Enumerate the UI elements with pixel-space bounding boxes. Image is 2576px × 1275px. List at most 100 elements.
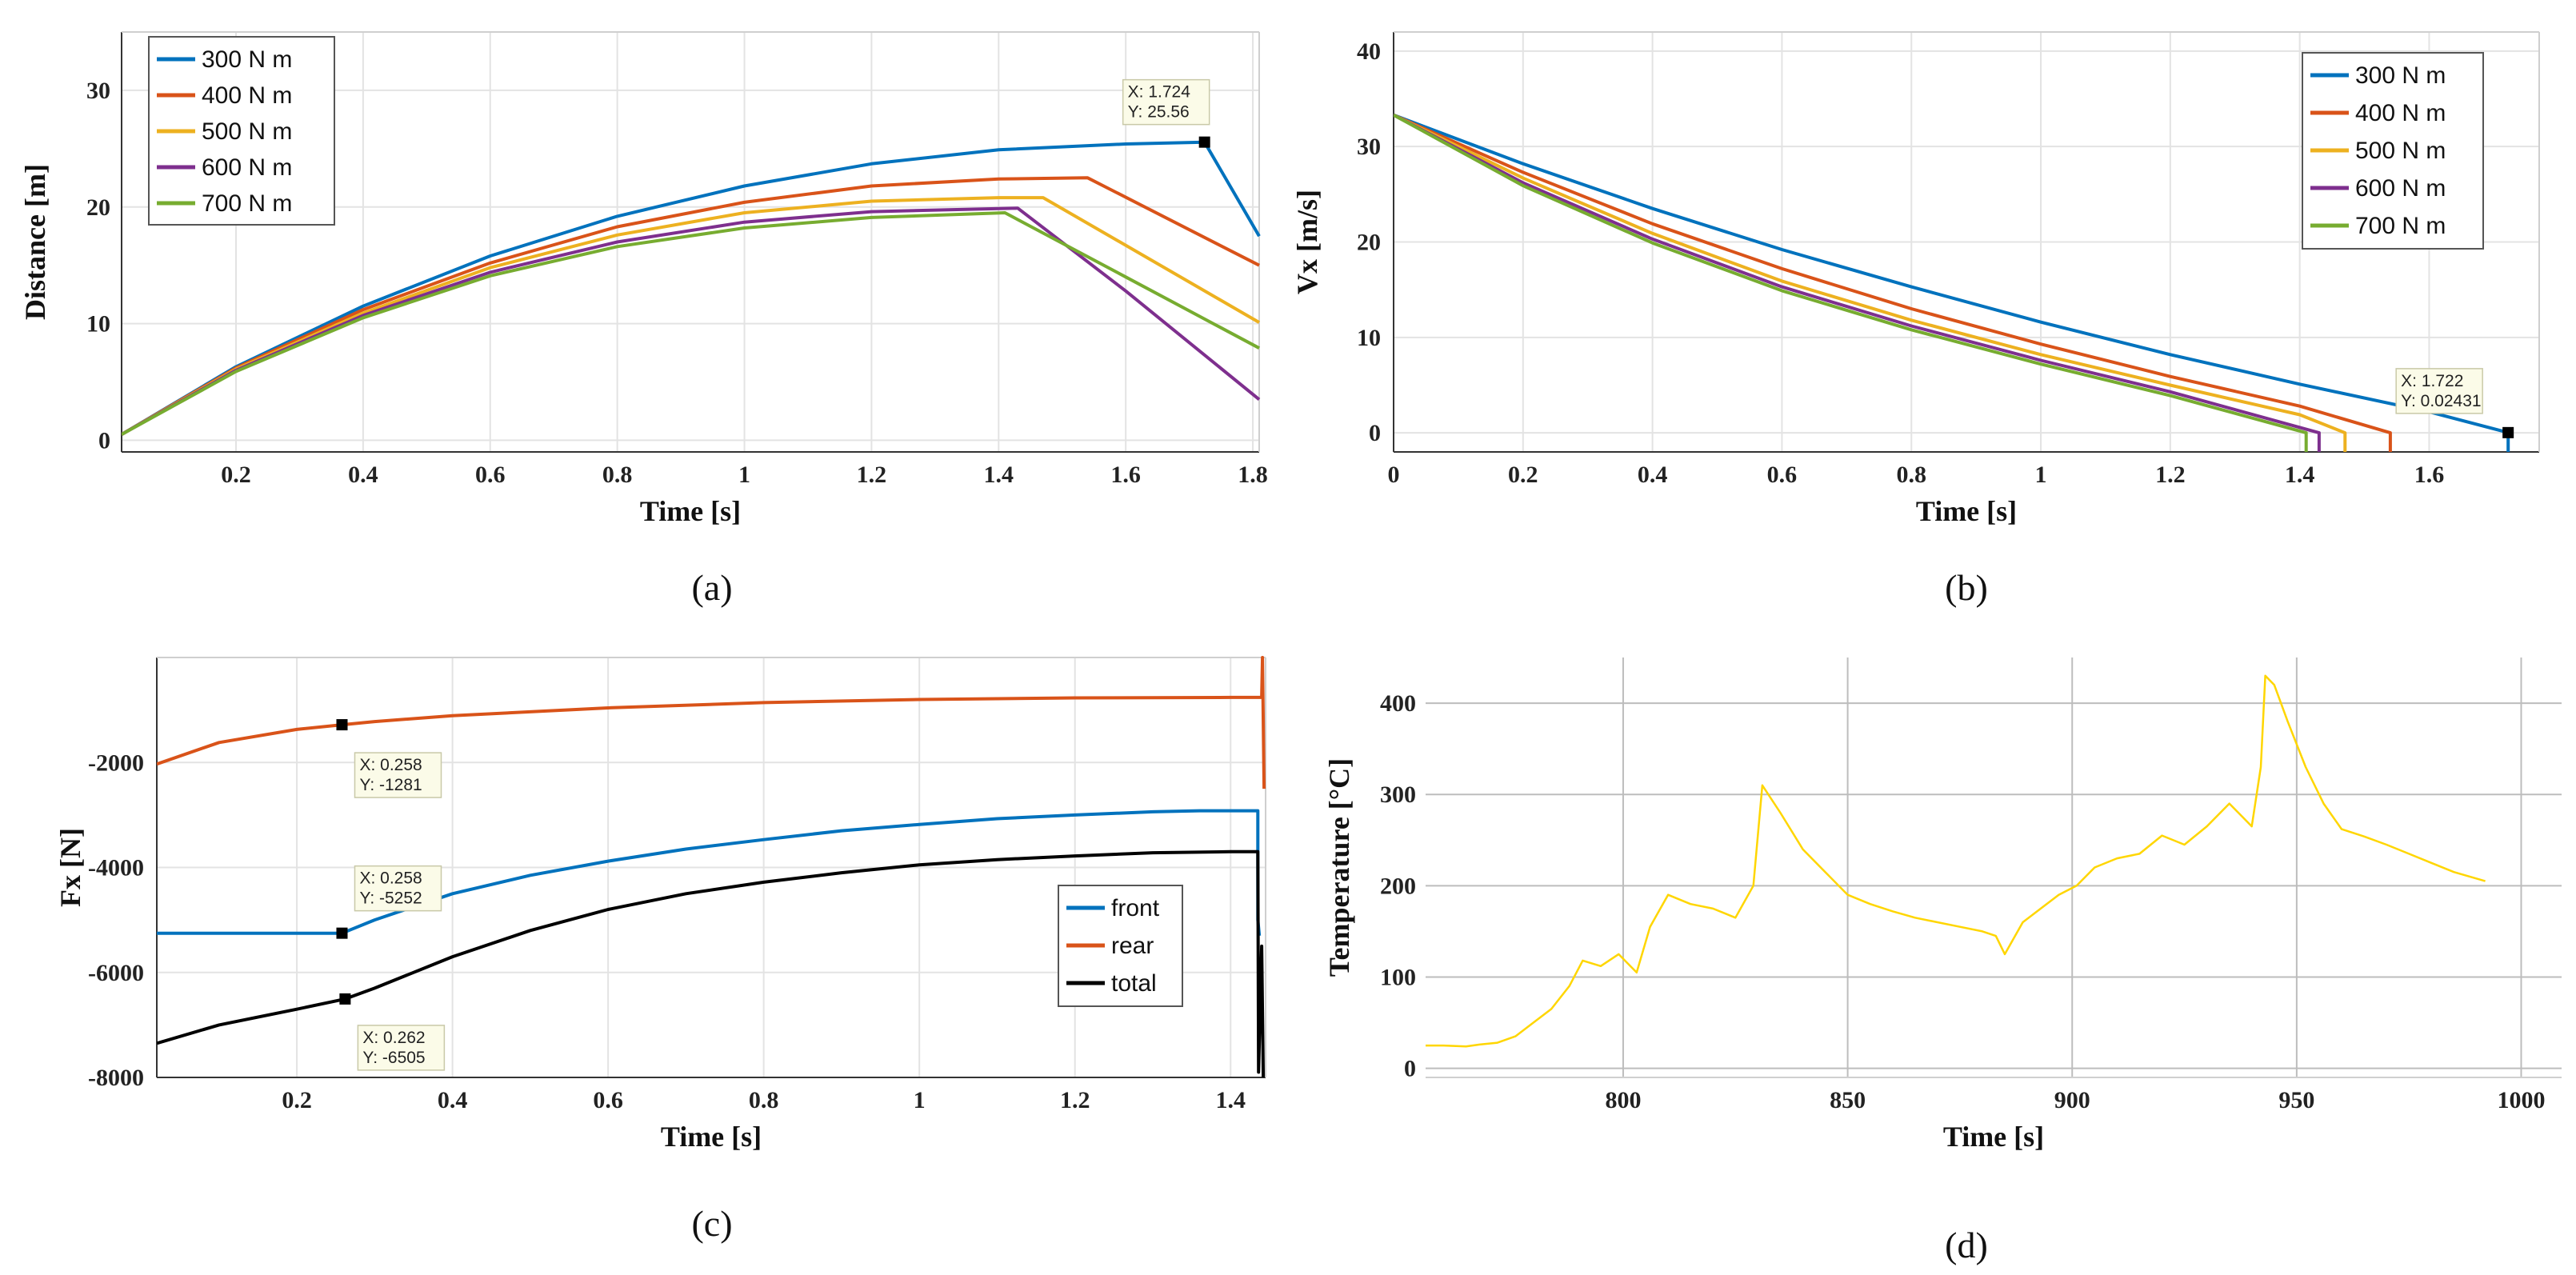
x-tick-label-5: 1 (2035, 462, 2047, 488)
datatip-marker-2 (339, 993, 351, 1005)
legend-entry-2: 500 N m (202, 118, 292, 145)
datatip-marker-1 (336, 927, 348, 939)
series-line-600-n-m (1394, 114, 2321, 452)
y-tick-label-0: 0 (1369, 420, 1381, 446)
datatip-box-0 (1122, 78, 1210, 126)
y-tick-label-0: -8000 (88, 1065, 144, 1091)
x-axis-label: Time [s] (1943, 1121, 2044, 1153)
y-tick-label-0: 0 (98, 427, 110, 454)
x-tick-label-6: 1.4 (1215, 1087, 1246, 1113)
panel-a: 0.2 0.4 0.6 0.8 1 1.2 1.4 1.6 1.8 0 10 20 30 Time [s]… (19, 31, 1268, 608)
x-tick-label-5: 1.2 (1060, 1087, 1090, 1113)
x-tick-label-4: 0.8 (1896, 462, 1926, 488)
x-axis-label: Time [s] (1916, 495, 2017, 527)
series-line-300-n-m (1394, 113, 2510, 452)
panel-caption: (b) (1945, 567, 1988, 608)
y-axis-label: Temperature [°C] (1323, 758, 1355, 977)
x-tick-label-5: 1.2 (857, 462, 887, 488)
x-axis-label: Time [s] (661, 1121, 762, 1153)
datatip-x-text-1: X: 0.258 (359, 869, 422, 888)
x-tick-label-0: 0.2 (282, 1087, 312, 1113)
datatip-y-text-1: Y: -5252 (359, 889, 422, 908)
datatip-y-text-2: Y: -6505 (362, 1049, 425, 1067)
panel-b: 0 0.2 0.4 0.6 0.8 1 1.2 1.4 1.6 0 10 20 30 40 Time [s]… (1291, 31, 2540, 608)
panel-caption: (a) (691, 567, 732, 608)
datatip-y-text-0: Y: 0.02431 (2401, 392, 2481, 410)
x-tick-label-2: 900 (2054, 1087, 2090, 1113)
legend-entry-2: total (1111, 970, 1157, 997)
x-tick-label-2: 0.6 (593, 1087, 623, 1113)
series-line-700-n-m (1394, 114, 2308, 452)
x-tick-label-8: 1.6 (2414, 462, 2445, 488)
y-tick-label-2: 200 (1380, 873, 1416, 899)
series-line-600-n-m (122, 206, 1261, 436)
x-tick-label-0: 0.2 (221, 462, 251, 488)
series-line-400-n-m (122, 176, 1260, 436)
x-tick-label-1: 0.4 (348, 462, 378, 488)
y-axis-label: Fx [N] (54, 828, 86, 907)
y-axis-label: Vx [m/s] (1291, 190, 1323, 294)
legend-entry-0: 300 N m (202, 46, 292, 73)
legend-entry-1: rear (1111, 933, 1154, 959)
series-line-400-n-m (1394, 113, 2392, 452)
y-axis-label: Distance [m] (19, 164, 51, 320)
datatip-x-text-0: X: 1.722 (2401, 372, 2463, 390)
x-tick-label-1: 0.2 (1508, 462, 1538, 488)
datatip-y-text-0: Y: 25.56 (1128, 103, 1190, 122)
datatip-box-2 (357, 1025, 446, 1071)
datatip-x-text-0: X: 1.724 (1128, 83, 1191, 102)
y-tick-label-2: 20 (1357, 230, 1381, 256)
y-tick-label-1: 100 (1380, 964, 1416, 990)
legend-entry-4: 700 N m (202, 190, 292, 217)
datatip-x-text-2: X: 0.262 (362, 1029, 425, 1047)
x-tick-label-4: 1 (914, 1087, 926, 1113)
y-tick-label-3: 300 (1380, 781, 1416, 808)
y-tick-label-1: 10 (86, 311, 110, 338)
datatip-marker-0 (1198, 136, 1210, 148)
y-tick-label-3: -2000 (88, 749, 144, 776)
datatip-box-0 (354, 752, 442, 798)
legend-entry-1: 400 N m (2355, 100, 2446, 126)
legend-entry-3: 600 N m (202, 154, 292, 181)
x-tick-label-4: 1 (738, 462, 750, 488)
y-tick-label-3: 30 (86, 78, 110, 104)
x-tick-label-1: 850 (1830, 1087, 1866, 1113)
y-tick-label-2: -4000 (88, 855, 144, 881)
y-tick-label-2: 20 (86, 194, 110, 221)
datatip-marker-0 (336, 719, 348, 731)
y-tick-label-1: 10 (1357, 325, 1381, 351)
datatip-box-0 (2395, 368, 2483, 414)
panel-caption: (c) (691, 1203, 732, 1244)
x-tick-label-7: 1.6 (1110, 462, 1141, 488)
panel-d: 800 850 900 950 1000 0 100 200 300 400 Time [s] Tem… (1323, 657, 2562, 1265)
datatip-y-text-0: Y: -1281 (359, 776, 422, 794)
x-tick-label-0: 800 (1605, 1087, 1641, 1113)
x-tick-label-2: 0.6 (475, 462, 506, 488)
series-line-300-n-m (122, 140, 1261, 436)
x-tick-label-3: 950 (2278, 1087, 2314, 1113)
legend-entry-2: 500 N m (2355, 138, 2446, 164)
x-tick-label-3: 0.8 (602, 462, 633, 488)
series-line-500-n-m (122, 196, 1261, 436)
datatip-marker-0 (2502, 426, 2514, 438)
panel-caption: (d) (1945, 1225, 1988, 1265)
y-tick-label-4: 40 (1357, 38, 1381, 65)
x-tick-label-3: 0.6 (1767, 462, 1798, 488)
series-line-temperature (1426, 674, 2486, 1048)
legend-entry-0: 300 N m (2355, 62, 2446, 89)
x-axis-label: Time [s] (640, 495, 741, 527)
x-tick-label-8: 1.8 (1238, 462, 1268, 488)
y-tick-label-3: 30 (1357, 134, 1381, 160)
datatip-box-1 (354, 865, 442, 912)
y-tick-label-4: 400 (1380, 690, 1416, 717)
x-tick-label-7: 1.4 (2285, 462, 2315, 488)
legend-entry-4: 700 N m (2355, 213, 2446, 239)
y-tick-label-1: -6000 (88, 960, 144, 986)
datatip-x-text-0: X: 0.258 (359, 756, 422, 774)
x-tick-label-2: 0.4 (1638, 462, 1668, 488)
series-line-rear (157, 656, 1266, 789)
legend-entry-0: front (1111, 895, 1160, 921)
series-line-500-n-m (1394, 114, 2347, 452)
x-tick-label-0: 0 (1388, 462, 1400, 488)
